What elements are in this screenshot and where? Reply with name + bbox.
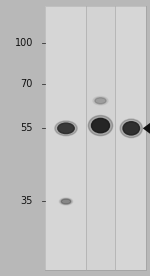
Text: 100: 100 — [15, 38, 33, 48]
Text: 70: 70 — [21, 79, 33, 89]
Ellipse shape — [61, 199, 71, 204]
Bar — [45, 6, 86, 270]
Bar — [115, 6, 146, 270]
Ellipse shape — [92, 118, 110, 133]
Ellipse shape — [95, 98, 106, 104]
Ellipse shape — [59, 198, 73, 205]
Ellipse shape — [120, 119, 142, 138]
Ellipse shape — [93, 97, 108, 105]
Polygon shape — [143, 122, 150, 134]
Bar — [86, 6, 115, 270]
Bar — [45, 6, 146, 270]
Ellipse shape — [55, 121, 77, 136]
Ellipse shape — [58, 123, 74, 134]
Text: 55: 55 — [21, 123, 33, 133]
Text: 35: 35 — [21, 197, 33, 206]
Ellipse shape — [123, 122, 140, 135]
Ellipse shape — [88, 116, 113, 136]
